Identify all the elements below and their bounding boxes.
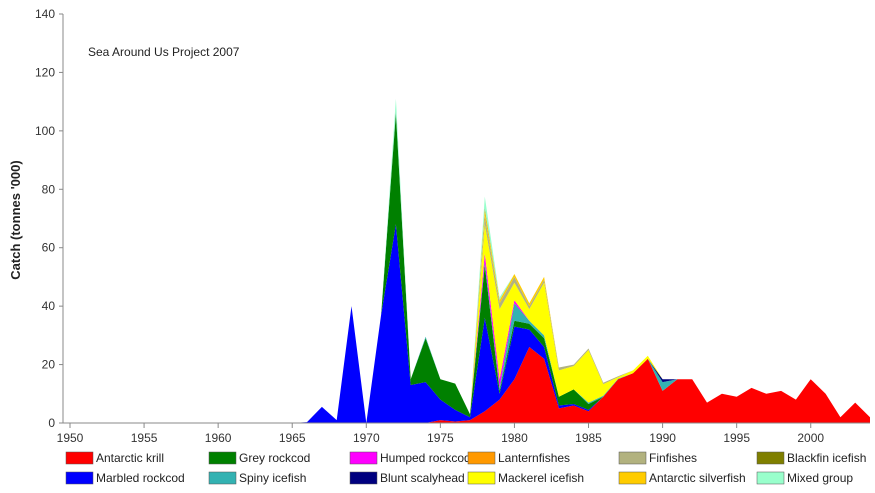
legend-label-antarctic-krill: Antarctic krill — [96, 451, 164, 465]
legend-swatch-mixed-group — [756, 471, 785, 485]
x-tick-label: 1950 — [57, 431, 84, 445]
y-tick-label: 100 — [35, 124, 55, 138]
area-blunt-scalyhead — [70, 111, 870, 424]
legend-label-antarctic-silverfish: Antarctic silverfish — [649, 471, 746, 485]
x-tick-label: 1995 — [723, 431, 750, 445]
x-tick-label: 1965 — [279, 431, 306, 445]
x-ticks: 1950 1955 1960 1965 1970 1975 1980 1985 1990 1995… — [57, 423, 824, 445]
legend-swatch-spiny-icefish — [208, 471, 237, 485]
y-tick-label: 140 — [35, 7, 55, 21]
y-tick-label: 0 — [48, 416, 55, 430]
area-antarctic-krill — [70, 347, 870, 423]
x-tick-label: 1960 — [205, 431, 232, 445]
axes-layer — [62, 14, 870, 424]
area-mixed-group — [70, 98, 870, 423]
legend-label-spiny-icefish: Spiny icefish — [239, 471, 306, 485]
x-tick-label: 1980 — [501, 431, 528, 445]
legend-swatch-grey-rockcod — [208, 451, 237, 465]
x-tick-label: 1970 — [353, 431, 380, 445]
y-ticks: 0 20 40 60 80 100 120 140 — [35, 7, 63, 430]
legend-label-mackerel-icefish: Mackerel icefish — [498, 471, 584, 485]
x-tick-label: 2000 — [797, 431, 824, 445]
legend-label-marbled-rockcod: Marbled rockcod — [96, 471, 185, 485]
legend-label-grey-rockcod: Grey rockcod — [239, 451, 310, 465]
legend: Antarctic krill Marbled rockcod Grey rockc… — [65, 451, 866, 485]
legend-swatch-finfishes — [618, 451, 647, 465]
legend-label-mixed-group: Mixed group — [787, 471, 853, 485]
x-tick-label: 1985 — [575, 431, 602, 445]
area-humped-rockcod — [70, 111, 870, 424]
chart-annotation: Sea Around Us Project 2007 — [88, 45, 240, 59]
legend-swatch-humped-rockcod — [349, 451, 378, 465]
area-finfishes — [70, 110, 870, 424]
area-mackerel-icefish — [70, 111, 870, 424]
area-antarctic-silverfish — [70, 110, 870, 424]
x-tick-label: 1990 — [649, 431, 676, 445]
y-tick-label: 40 — [42, 299, 56, 313]
y-tick-label: 60 — [42, 241, 56, 255]
y-axis-title: Catch (tonnes '000) — [8, 160, 23, 279]
legend-label-finfishes: Finfishes — [649, 451, 697, 465]
legend-label-humped-rockcod: Humped rockcod — [380, 451, 471, 465]
x-tick-label: 1955 — [131, 431, 158, 445]
legend-label-lanternfishes: Lanternfishes — [498, 451, 570, 465]
legend-label-blackfin-icefish: Blackfin icefish — [787, 451, 866, 465]
legend-swatch-mackerel-icefish — [467, 471, 496, 485]
legend-swatch-antarctic-krill — [65, 451, 94, 465]
x-tick-label: 1975 — [427, 431, 454, 445]
y-tick-label: 120 — [35, 65, 55, 79]
legend-swatch-blunt-scalyhead — [349, 471, 378, 485]
area-spiny-icefish — [70, 111, 870, 424]
area-blackfin-icefish — [70, 110, 870, 424]
area-grey-rockcod — [70, 113, 870, 424]
legend-swatch-antarctic-silverfish — [618, 471, 647, 485]
legend-swatch-blackfin-icefish — [756, 451, 785, 465]
legend-label-blunt-scalyhead: Blunt scalyhead — [380, 471, 465, 485]
area-lanternfishes — [70, 111, 870, 424]
areas-layer — [70, 98, 870, 424]
y-tick-label: 20 — [42, 358, 56, 372]
legend-swatch-marbled-rockcod — [65, 471, 94, 485]
legend-swatch-lanternfishes — [467, 451, 496, 465]
y-tick-label: 80 — [42, 182, 56, 196]
